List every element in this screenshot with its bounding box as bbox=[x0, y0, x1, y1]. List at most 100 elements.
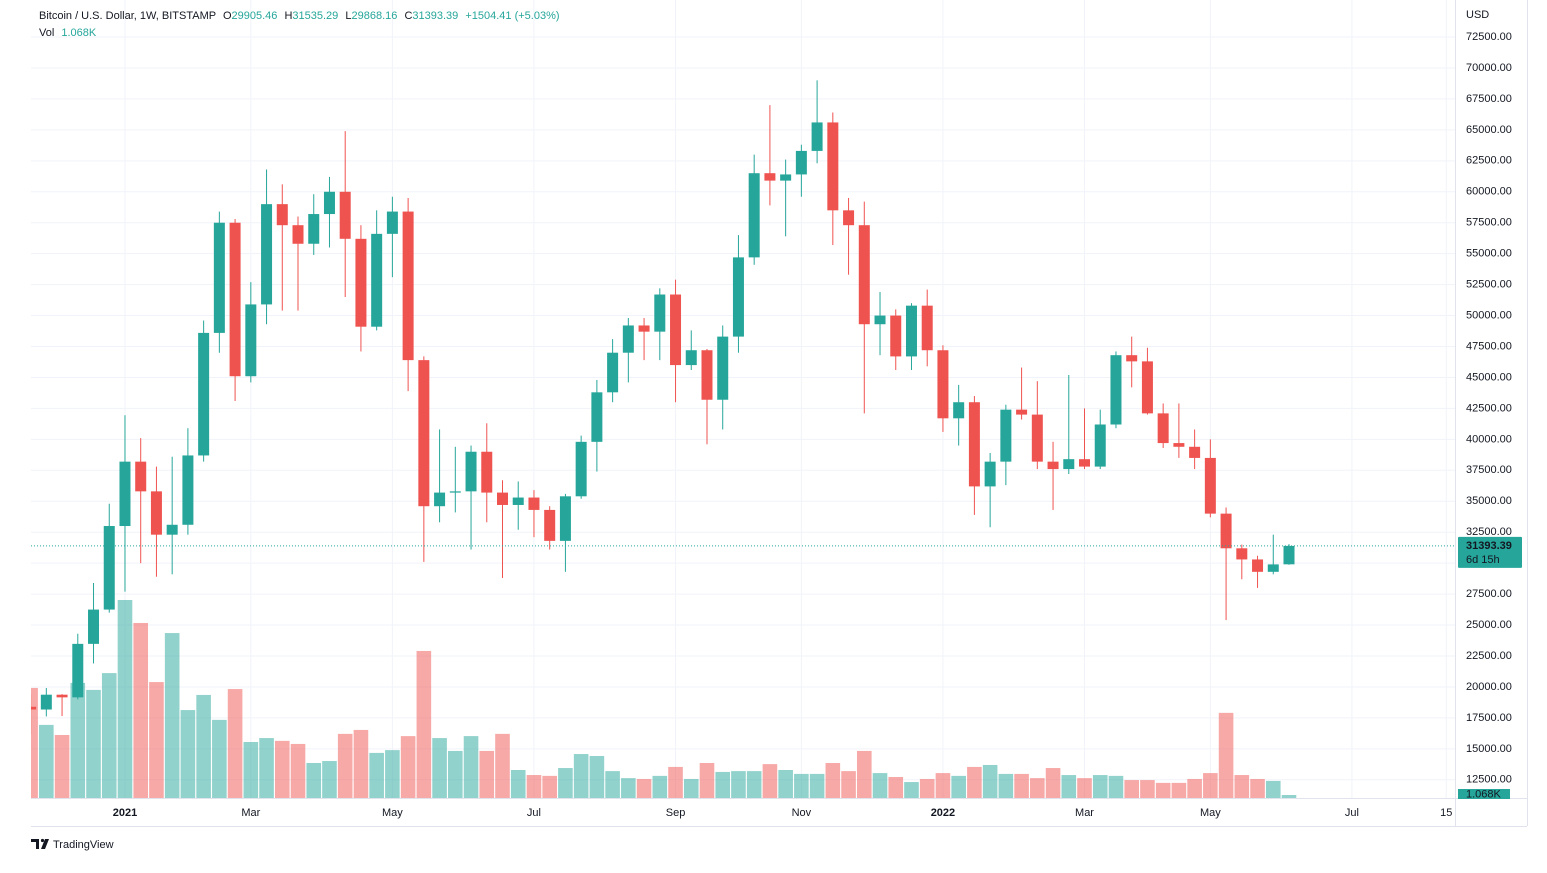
candle-body bbox=[418, 360, 430, 507]
candle-body bbox=[874, 315, 886, 325]
candle-body bbox=[732, 257, 744, 337]
volume-bar bbox=[31, 687, 38, 798]
x-tick-label: 2021 bbox=[113, 807, 137, 819]
volume-bar bbox=[196, 694, 211, 798]
candle-body bbox=[748, 173, 760, 258]
candle-body bbox=[670, 294, 682, 366]
candle-body bbox=[339, 191, 351, 239]
y-tick-label: 35000.00 bbox=[1466, 495, 1512, 507]
candle-body bbox=[622, 325, 634, 353]
y-tick-label: 17500.00 bbox=[1466, 712, 1512, 724]
volume-badge-value: 1.068K bbox=[1466, 788, 1502, 800]
volume-bar bbox=[463, 736, 479, 798]
y-tick-label: 20000.00 bbox=[1466, 681, 1512, 693]
volume-bar bbox=[715, 771, 731, 798]
candle-body bbox=[166, 524, 178, 535]
volume-bar bbox=[1203, 773, 1218, 798]
volume-bar bbox=[101, 673, 117, 798]
volume-legend: Vol 1.068K bbox=[39, 27, 97, 39]
y-tick-label: 65000.00 bbox=[1466, 124, 1512, 136]
volume-bar bbox=[731, 771, 746, 798]
brand-logo bbox=[31, 838, 49, 849]
y-tick-label: 52500.00 bbox=[1466, 279, 1512, 291]
candle-body bbox=[229, 222, 241, 377]
volume-bar bbox=[589, 755, 605, 798]
candle-body bbox=[811, 122, 823, 151]
volume-bar bbox=[998, 773, 1014, 798]
y-tick-label: 15000.00 bbox=[1466, 743, 1512, 755]
volume-bar bbox=[1265, 780, 1281, 798]
volume-bar bbox=[526, 775, 542, 798]
volume-bar bbox=[495, 733, 510, 798]
volume-bar bbox=[636, 778, 652, 798]
candle-body bbox=[1141, 361, 1153, 414]
price-badge-countdown: 6d 15h bbox=[1466, 554, 1500, 566]
volume-bar bbox=[1108, 775, 1124, 798]
y-tick-label: 25000.00 bbox=[1466, 619, 1512, 631]
volume-bar bbox=[856, 750, 872, 798]
price-pane bbox=[31, 80, 1455, 734]
y-tick-label: 60000.00 bbox=[1466, 186, 1512, 198]
y-tick-label: 47500.00 bbox=[1466, 340, 1512, 352]
candle-body bbox=[1236, 548, 1248, 560]
volume-bar bbox=[180, 710, 196, 798]
candle-body bbox=[1000, 409, 1012, 462]
candle-body bbox=[1157, 413, 1169, 444]
y-tick-label: 12500.00 bbox=[1466, 774, 1512, 786]
candle-body bbox=[261, 204, 273, 305]
x-tick-label: May bbox=[382, 807, 403, 819]
candle-body bbox=[434, 492, 446, 507]
volume-bar bbox=[117, 600, 133, 798]
candle-body bbox=[402, 211, 414, 361]
volume-bar bbox=[683, 778, 699, 798]
currency-label: USD bbox=[1466, 9, 1489, 21]
candle-body bbox=[1063, 459, 1075, 470]
volume-bar bbox=[353, 729, 369, 798]
candle-body bbox=[88, 609, 100, 644]
ohlc-label: H bbox=[284, 10, 292, 22]
candle-body bbox=[843, 210, 855, 226]
y-tick-label: 57500.00 bbox=[1466, 217, 1512, 229]
volume-bar bbox=[479, 750, 495, 798]
candle-body bbox=[1031, 414, 1043, 462]
volume-name: Vol bbox=[39, 27, 54, 39]
y-tick-label: 62500.00 bbox=[1466, 155, 1512, 167]
y-tick-label: 45000.00 bbox=[1466, 371, 1512, 383]
candle-body bbox=[40, 694, 52, 710]
candle-body bbox=[386, 211, 398, 234]
price-badge-value: 31393.39 bbox=[1466, 540, 1512, 552]
y-tick-label: 55000.00 bbox=[1466, 248, 1512, 260]
candle-body bbox=[198, 332, 210, 456]
candle-body bbox=[245, 304, 257, 377]
volume-bar bbox=[400, 736, 416, 798]
volume-pane bbox=[31, 600, 1297, 798]
volume-bar bbox=[652, 775, 668, 798]
candle-body bbox=[638, 325, 650, 332]
candle-body bbox=[559, 496, 571, 541]
volume-bar bbox=[274, 740, 290, 798]
x-tick-label: Jul bbox=[527, 807, 541, 819]
volume-bar bbox=[448, 750, 463, 798]
candle-body bbox=[308, 214, 320, 244]
x-tick-label: Jul bbox=[1345, 807, 1359, 819]
candle-body bbox=[1110, 355, 1122, 425]
candle-body bbox=[276, 204, 288, 226]
ohlc-value: 31535.29 bbox=[292, 10, 338, 22]
volume-bar bbox=[1234, 775, 1250, 798]
candle-body bbox=[764, 173, 776, 181]
volume-bar bbox=[290, 743, 306, 798]
volume-bar bbox=[86, 689, 101, 798]
x-tick-label: Mar bbox=[241, 807, 260, 819]
candle-body bbox=[1220, 513, 1232, 549]
volume-bar bbox=[259, 738, 274, 798]
candle-body bbox=[213, 222, 225, 333]
symbol-legend: Bitcoin / U.S. Dollar, 1W, BITSTAMP O299… bbox=[39, 10, 560, 22]
candle-body bbox=[591, 392, 603, 442]
volume-bar bbox=[951, 775, 966, 798]
candle-body bbox=[780, 174, 792, 181]
volume-bar bbox=[306, 762, 322, 798]
volume-bar bbox=[227, 689, 243, 798]
candle-body bbox=[701, 350, 713, 400]
